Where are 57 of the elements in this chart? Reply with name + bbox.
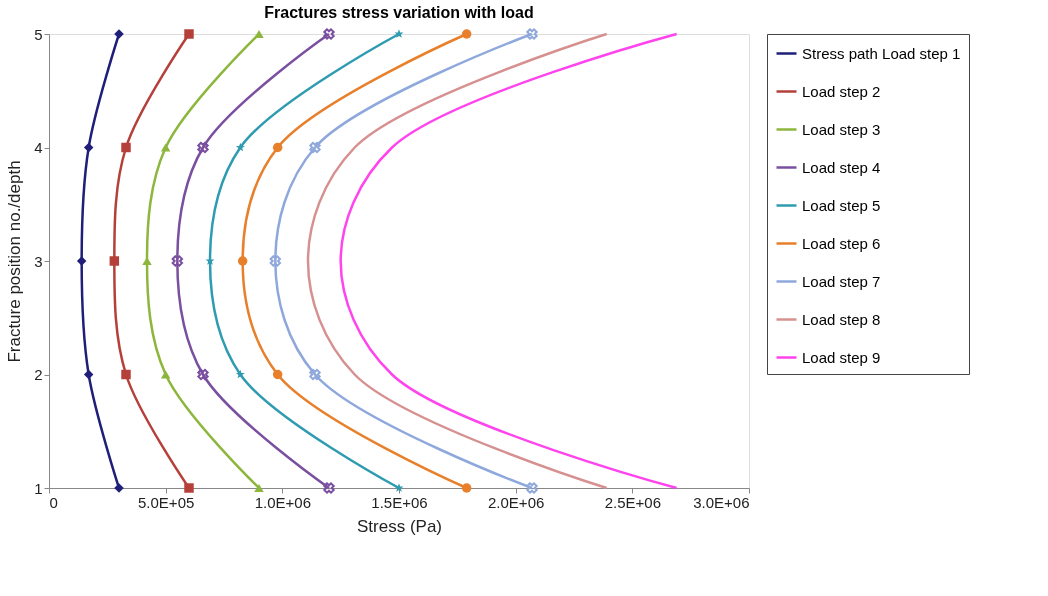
chart-title: Fractures stress variation with load bbox=[264, 4, 534, 22]
point bbox=[269, 255, 282, 267]
point bbox=[394, 29, 404, 38]
x-tick-label: 5.0E+05 bbox=[138, 493, 195, 511]
legend-label: Load step 8 bbox=[802, 310, 881, 328]
point bbox=[272, 142, 283, 153]
y-tick-label: 2 bbox=[34, 366, 43, 383]
legend-label: Load step 7 bbox=[802, 272, 881, 290]
x-tick-label: 2.0E+06 bbox=[488, 493, 545, 511]
point bbox=[394, 483, 404, 492]
x-axis-title: Stress (Pa) bbox=[356, 516, 443, 536]
point bbox=[121, 369, 131, 380]
legend-label: Load step 3 bbox=[802, 120, 881, 138]
point bbox=[235, 142, 245, 152]
x-tick-label: 1.5E+06 bbox=[371, 493, 428, 511]
point bbox=[160, 370, 171, 379]
point bbox=[254, 483, 264, 493]
point bbox=[237, 256, 248, 266]
y-tick-label: 4 bbox=[34, 139, 43, 156]
point bbox=[309, 368, 321, 381]
point bbox=[184, 29, 194, 39]
point bbox=[197, 141, 209, 154]
x-tick-label: 1.0E+06 bbox=[254, 493, 311, 511]
legend-label: Load step 4 bbox=[802, 158, 881, 176]
legend-label: Stress path Load step 1 bbox=[802, 44, 961, 62]
point bbox=[109, 256, 120, 266]
point bbox=[323, 482, 335, 494]
line-series bbox=[339, 32, 678, 490]
point bbox=[83, 369, 94, 380]
point bbox=[272, 369, 283, 380]
point bbox=[160, 143, 171, 152]
y-tick-label: 5 bbox=[34, 25, 43, 43]
point bbox=[526, 28, 538, 40]
legend-label: Load step 2 bbox=[802, 82, 881, 100]
y-axis-title: Fracture position no./depth bbox=[5, 160, 25, 363]
point bbox=[235, 369, 245, 379]
x-tick-label: 0 bbox=[49, 493, 58, 511]
x-tick-label: 2.5E+06 bbox=[604, 493, 661, 511]
legend-label: Load step 6 bbox=[802, 234, 881, 252]
point bbox=[309, 141, 321, 154]
point bbox=[461, 29, 472, 39]
point bbox=[254, 29, 264, 39]
point bbox=[121, 142, 131, 153]
legend-label: Load step 5 bbox=[802, 196, 881, 214]
point bbox=[197, 368, 209, 381]
legend-label: Load step 9 bbox=[802, 348, 881, 366]
point bbox=[171, 255, 184, 267]
y-tick-label: 3 bbox=[34, 252, 43, 270]
line-series bbox=[306, 32, 608, 490]
point bbox=[83, 142, 94, 153]
point bbox=[76, 256, 87, 266]
point bbox=[323, 28, 335, 40]
y-tick-label: 1 bbox=[34, 479, 43, 497]
point bbox=[461, 483, 472, 493]
point bbox=[184, 483, 194, 493]
point bbox=[526, 482, 538, 494]
x-tick-label: 3.0E+06 bbox=[693, 493, 750, 511]
